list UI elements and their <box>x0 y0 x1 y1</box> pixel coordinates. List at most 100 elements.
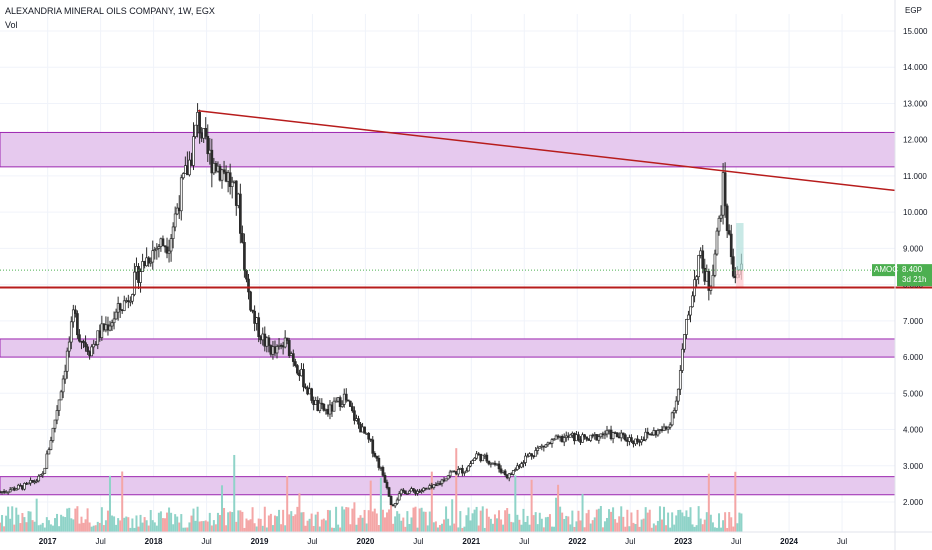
volume-bar-down <box>418 508 421 532</box>
candle-down <box>322 403 326 411</box>
volume-bar-up <box>396 511 399 532</box>
candle-up <box>603 433 607 436</box>
support-zone <box>0 131 896 168</box>
volume-bar-down <box>500 519 503 532</box>
support-zone <box>0 338 896 358</box>
volume-bar-up <box>145 520 148 532</box>
volume-bar-up <box>634 524 637 532</box>
volume-bar-down <box>312 526 315 532</box>
candle-up <box>685 319 688 335</box>
candle-up <box>526 455 529 458</box>
currency-label: EGP <box>905 6 922 15</box>
candle-up <box>220 169 224 181</box>
volume-bar-down <box>218 515 221 532</box>
volume-bar-down <box>166 512 169 532</box>
volume-bar-down <box>485 508 488 532</box>
volume-bar-down <box>137 526 140 532</box>
y-tick-label: 5.000 <box>903 389 924 398</box>
volume-bar-down <box>461 527 464 532</box>
volume-bar-up <box>51 525 54 532</box>
candle-up <box>149 261 153 264</box>
x-tick-label: 2019 <box>251 537 269 546</box>
volume-bar-up <box>597 508 600 532</box>
candle-up <box>465 470 468 473</box>
candle-down <box>291 353 295 362</box>
candle-up <box>581 434 584 443</box>
volume-bar-up <box>153 522 156 532</box>
candle-up <box>481 454 485 462</box>
volume-bar-up <box>428 511 431 532</box>
volume-bar-up <box>141 522 144 532</box>
candle-down <box>363 426 366 434</box>
volume-bar-down <box>3 526 6 532</box>
volume-bar-up <box>522 508 525 532</box>
volume-bar-down <box>632 522 635 532</box>
volume-bar-up <box>671 512 674 532</box>
volume-bar-down <box>567 516 570 532</box>
volume-bar-up <box>208 512 211 532</box>
volume-bar-up <box>451 499 454 532</box>
volume-bar-up <box>599 506 602 532</box>
candle-up <box>687 314 690 320</box>
candle-up <box>141 261 144 272</box>
x-tick-label: 2022 <box>568 537 586 546</box>
volume-bar-down <box>530 479 533 532</box>
candle-down <box>118 303 122 311</box>
volume-bar-up <box>481 506 484 532</box>
candle-down <box>381 467 385 476</box>
y-tick-label: 7.000 <box>903 317 924 326</box>
y-tick-label: 11.000 <box>903 172 927 181</box>
volume-bar-up <box>593 517 596 532</box>
volume-bar-up <box>261 525 264 532</box>
candle-up <box>33 481 36 484</box>
volume-bar-up <box>335 506 338 532</box>
candle-up <box>340 404 344 407</box>
volume-bar-up <box>475 506 478 532</box>
volume-bar-up <box>697 506 700 532</box>
volume-bar-up <box>90 526 93 532</box>
candle-up <box>59 391 63 401</box>
candle-down <box>377 457 381 468</box>
candle-up <box>63 370 67 380</box>
candle-down <box>287 340 291 356</box>
candle-up <box>8 489 12 493</box>
volume-bar-up <box>324 520 327 532</box>
volume-bar-up <box>70 518 73 532</box>
volume-bar-down <box>245 518 248 532</box>
volume-bar-down <box>0 522 1 532</box>
candle-up <box>397 493 401 501</box>
volume-bar-up <box>115 524 118 532</box>
volume-bar-down <box>638 526 641 532</box>
volume-bar-down <box>310 513 313 532</box>
volume-bar-up <box>398 513 401 532</box>
candle-up <box>691 295 694 308</box>
candle-down <box>503 470 507 476</box>
candle-down <box>371 439 375 454</box>
candle-up <box>57 399 61 411</box>
volume-bar-down <box>84 519 87 532</box>
candle-up <box>538 446 542 449</box>
volume-bar-down <box>357 517 360 532</box>
candle-up <box>16 484 20 490</box>
volume-bar-down <box>665 525 668 532</box>
volume-bar-down <box>82 522 85 532</box>
volume-bar-up <box>11 506 14 532</box>
volume-bar-up <box>699 518 702 532</box>
volume-bar-down <box>557 484 560 532</box>
volume-bar-down <box>371 511 374 532</box>
volume-bar-up <box>709 514 712 532</box>
volume-bar-up <box>575 521 578 532</box>
volume-bar-up <box>491 523 494 532</box>
volume-bar-up <box>355 524 358 532</box>
volume-bar-up <box>278 509 281 532</box>
volume-bar-up <box>534 512 537 532</box>
volume-bar-up <box>341 506 344 532</box>
support-zone <box>0 476 896 496</box>
candle-up <box>53 419 57 429</box>
x-tick-label: 2024 <box>780 537 798 546</box>
volume-bar-down <box>636 509 639 532</box>
volume-bar-down <box>518 519 521 532</box>
candle-down <box>320 402 324 405</box>
